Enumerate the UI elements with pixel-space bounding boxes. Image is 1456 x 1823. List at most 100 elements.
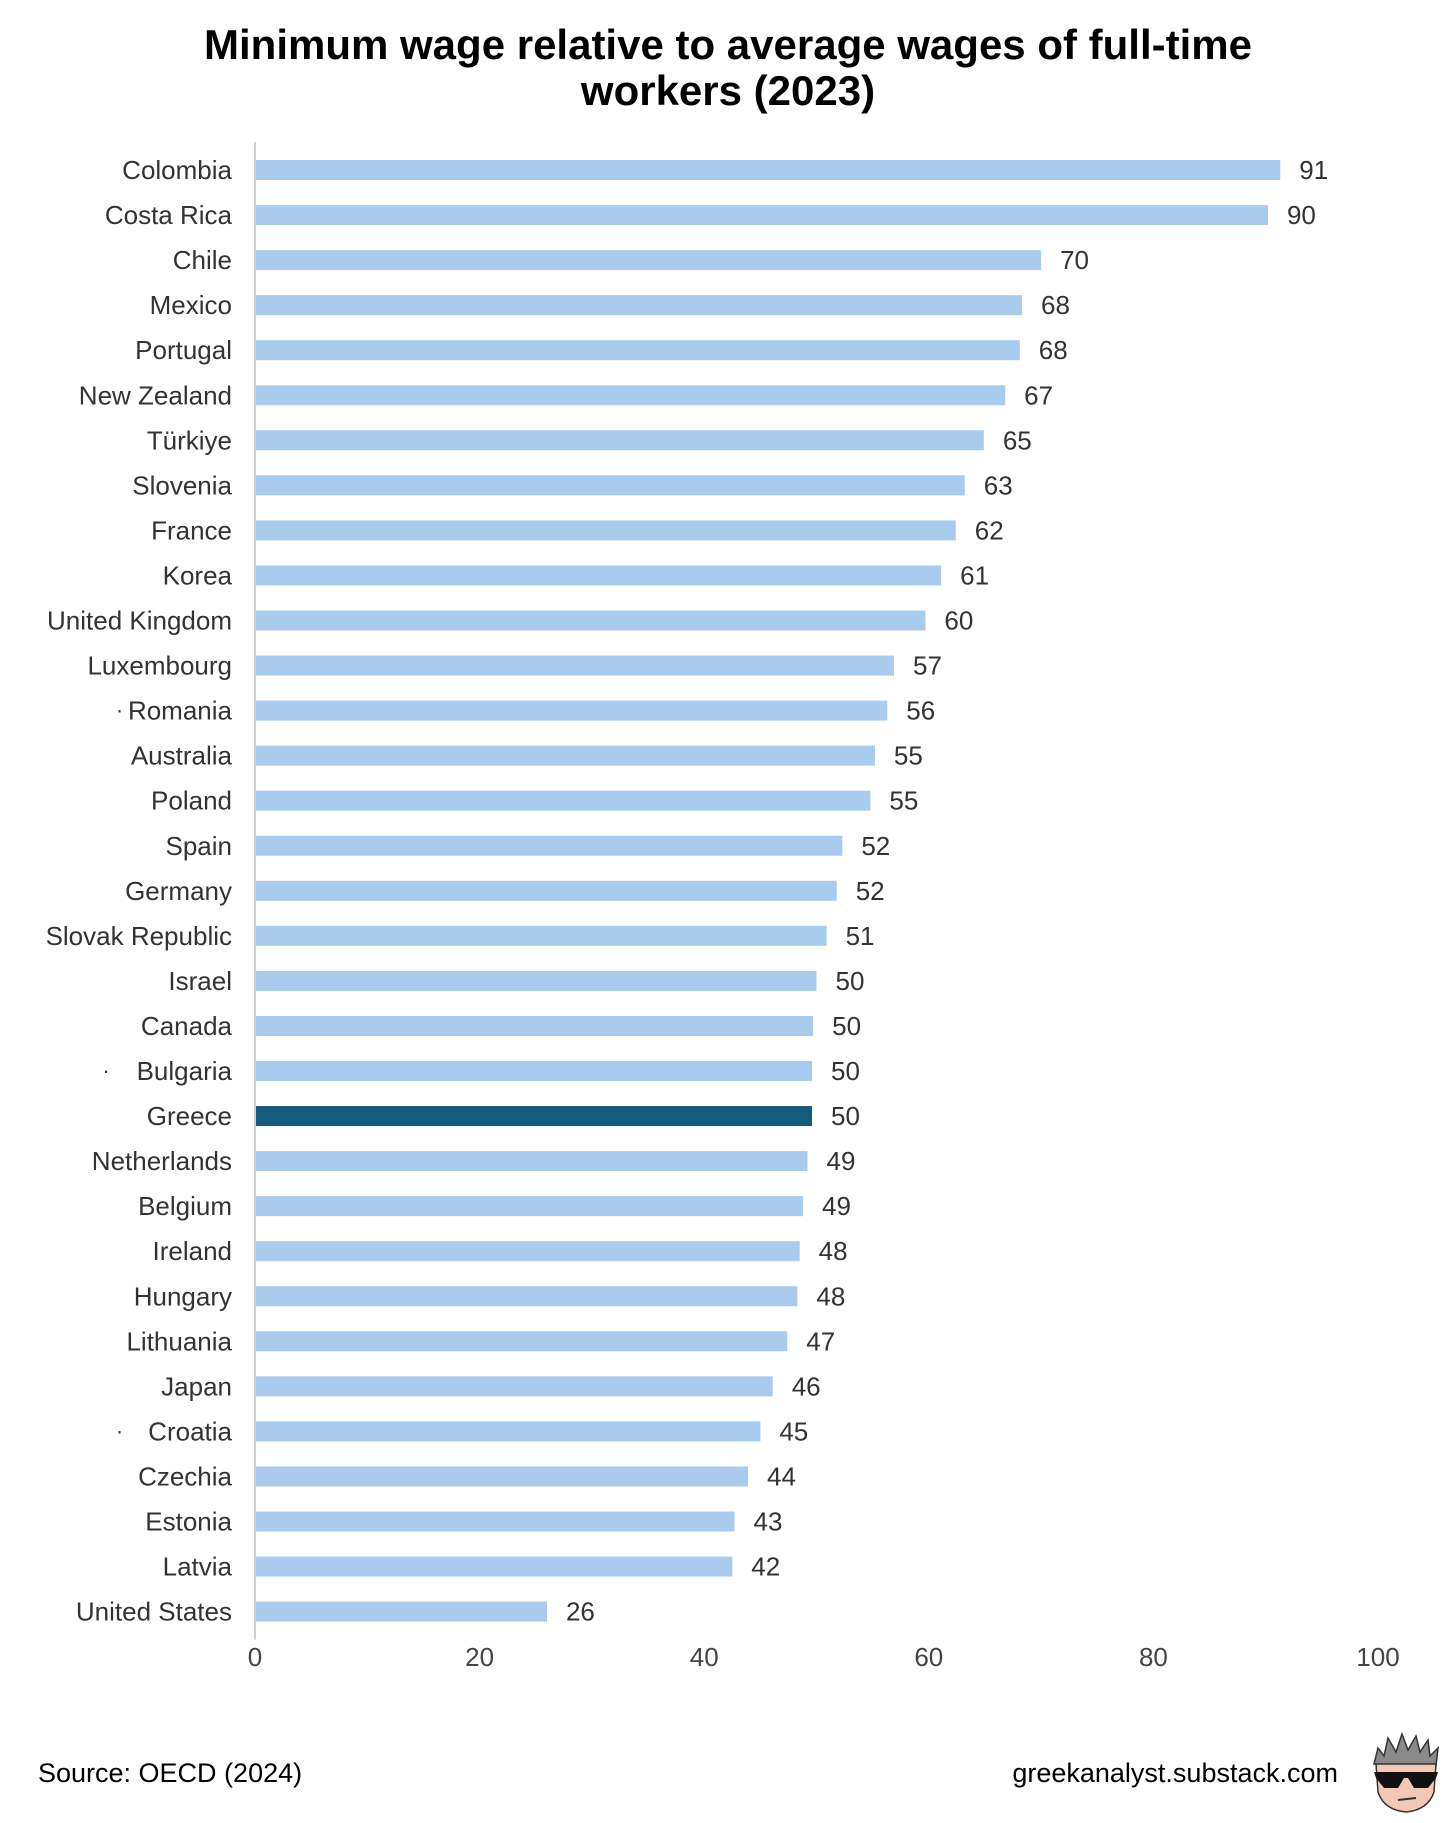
category-label: Costa Rica <box>105 200 233 230</box>
bar-israel <box>256 970 817 991</box>
category-label: Korea <box>163 560 233 590</box>
data-label: 90 <box>1287 200 1316 230</box>
bar-united-states <box>256 1601 547 1622</box>
category-label: Estonia <box>145 1507 232 1537</box>
category-label: Luxembourg <box>87 651 232 681</box>
data-label: 68 <box>1041 290 1070 320</box>
bar-chart: Colombia 91 Costa Rica 90 Chile 70 Mexico 68 Por… <box>46 142 1400 1672</box>
data-label: 46 <box>792 1371 821 1401</box>
marker-dot: · <box>116 698 123 723</box>
data-label: 62 <box>975 515 1004 545</box>
x-tick-label: 0 <box>248 1642 262 1672</box>
source-note: Source: OECD (2024) <box>38 1758 303 1788</box>
bar-france <box>256 520 956 541</box>
data-label: 50 <box>836 966 865 996</box>
chart-title-line-2: workers (2023) <box>580 67 876 114</box>
chart-title: Minimum wage relative to average wages o… <box>0 22 1456 114</box>
data-label: 44 <box>767 1461 796 1491</box>
data-label: 61 <box>960 560 989 590</box>
bar-belgium <box>256 1196 804 1217</box>
category-label: Mexico <box>150 290 232 320</box>
bar-lithuania <box>256 1331 788 1352</box>
data-label: 67 <box>1024 380 1053 410</box>
data-label: 57 <box>913 651 942 681</box>
category-label: Lithuania <box>126 1326 232 1356</box>
sunglasses-avatar-icon <box>1373 1731 1439 1813</box>
data-label: 91 <box>1299 155 1328 185</box>
category-label: Bulgaria <box>137 1056 233 1086</box>
x-tick-label: 80 <box>1139 1642 1168 1672</box>
category-label: United States <box>76 1597 232 1627</box>
bar-czechia <box>256 1466 748 1487</box>
category-label: United Kingdom <box>47 606 232 636</box>
bar-new-zealand <box>256 385 1006 406</box>
bar-slovak-republic <box>256 925 827 946</box>
category-label: New Zealand <box>79 380 232 410</box>
category-label: Japan <box>161 1371 232 1401</box>
data-label: 42 <box>751 1552 780 1582</box>
category-label: Slovenia <box>132 470 232 500</box>
bar-slovenia <box>256 475 965 496</box>
category-label: Netherlands <box>92 1146 232 1176</box>
category-label: France <box>151 515 232 545</box>
data-label: 51 <box>846 921 875 951</box>
bar-mexico <box>256 295 1023 316</box>
data-label: 56 <box>906 696 935 726</box>
data-label: 55 <box>894 741 923 771</box>
category-label: Germany <box>125 876 232 906</box>
data-label: 63 <box>984 470 1013 500</box>
data-label: 48 <box>816 1281 845 1311</box>
category-label: Czechia <box>138 1461 232 1491</box>
category-label: Latvia <box>163 1552 233 1582</box>
x-tick-label: 60 <box>914 1642 943 1672</box>
bar-latvia <box>256 1556 733 1577</box>
data-label: 43 <box>754 1507 783 1537</box>
category-label: Israel <box>168 966 232 996</box>
data-label: 55 <box>889 786 918 816</box>
bar-australia <box>256 745 875 766</box>
bar-germany <box>256 880 837 901</box>
chart-title-line-1: Minimum wage relative to average wages o… <box>204 21 1252 68</box>
bar-portugal <box>256 340 1020 361</box>
category-label: Portugal <box>135 335 232 365</box>
data-label: 50 <box>832 1011 861 1041</box>
bar-bulgaria <box>256 1061 813 1081</box>
bar-poland <box>256 790 871 811</box>
bar-romania <box>256 700 888 721</box>
data-label: 50 <box>831 1101 860 1131</box>
x-tick-label: 100 <box>1356 1642 1399 1672</box>
bar-costa-rica <box>256 205 1268 226</box>
category-label: Spain <box>166 831 233 861</box>
bar-united-kingdom <box>256 610 926 631</box>
x-tick-label: 40 <box>690 1642 719 1672</box>
data-label: 50 <box>831 1056 860 1086</box>
x-tick-label: 20 <box>465 1642 494 1672</box>
marker-dot: · <box>116 1418 123 1443</box>
bar-spain <box>256 835 843 856</box>
bar-netherlands <box>256 1151 808 1172</box>
bar-hungary <box>256 1286 798 1307</box>
bar-ireland <box>256 1241 800 1262</box>
site-link[interactable]: greekanalyst.substack.com <box>1012 1758 1338 1788</box>
data-label: 52 <box>856 876 885 906</box>
bar-t-rkiye <box>256 430 984 451</box>
bar-canada <box>256 1015 814 1036</box>
bar-estonia <box>256 1511 735 1532</box>
bar-greece <box>256 1106 813 1127</box>
bar-luxembourg <box>256 655 894 676</box>
data-label: 68 <box>1039 335 1068 365</box>
category-label: Slovak Republic <box>46 921 232 951</box>
data-label: 49 <box>827 1146 856 1176</box>
data-label: 60 <box>944 606 973 636</box>
data-label: 45 <box>779 1416 808 1446</box>
category-label: Croatia <box>148 1416 232 1446</box>
category-label: Ireland <box>153 1236 233 1266</box>
data-label: 70 <box>1060 245 1089 275</box>
marker-dot: · <box>102 1058 109 1083</box>
bar-croatia <box>256 1421 761 1442</box>
category-label: Canada <box>141 1011 233 1041</box>
data-label: 52 <box>861 831 890 861</box>
category-label: Romania <box>128 696 233 726</box>
data-label: 47 <box>806 1326 835 1356</box>
category-label: Hungary <box>134 1281 232 1311</box>
